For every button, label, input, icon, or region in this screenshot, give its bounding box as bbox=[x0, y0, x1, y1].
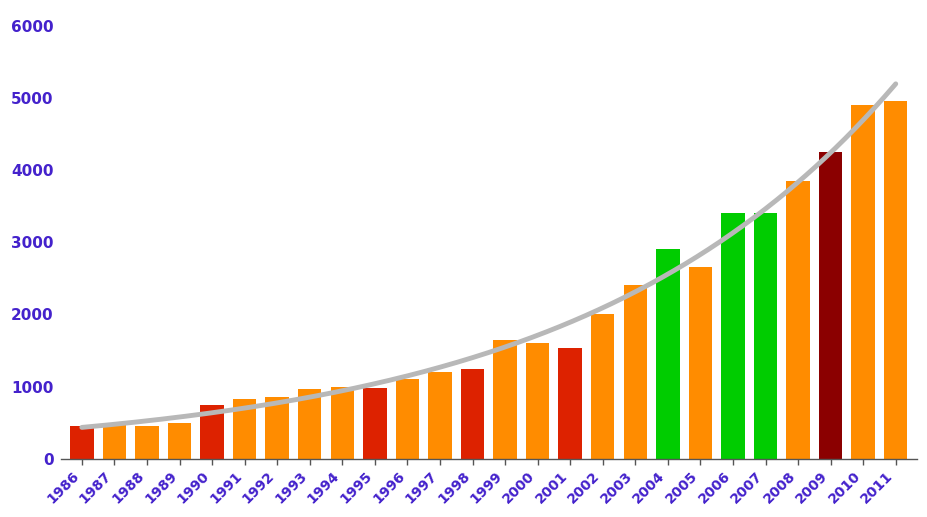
Bar bbox=[688, 267, 711, 459]
Bar bbox=[103, 425, 126, 459]
Bar bbox=[233, 399, 256, 459]
Bar bbox=[265, 397, 288, 459]
Bar bbox=[70, 427, 94, 459]
Bar bbox=[330, 387, 353, 459]
Bar bbox=[298, 389, 321, 459]
Bar bbox=[200, 405, 223, 459]
Bar bbox=[558, 348, 581, 459]
Bar bbox=[818, 152, 842, 459]
Bar bbox=[753, 214, 777, 459]
Bar bbox=[427, 372, 451, 459]
Bar bbox=[135, 427, 159, 459]
Bar bbox=[883, 101, 907, 459]
Bar bbox=[785, 181, 809, 459]
Bar bbox=[362, 388, 387, 459]
Bar bbox=[590, 314, 614, 459]
Bar bbox=[851, 105, 874, 459]
Bar bbox=[720, 214, 743, 459]
Bar bbox=[461, 369, 484, 459]
Bar bbox=[395, 379, 419, 459]
Bar bbox=[493, 340, 516, 459]
Bar bbox=[655, 249, 679, 459]
Bar bbox=[168, 423, 191, 459]
Bar bbox=[623, 285, 646, 459]
Bar bbox=[526, 343, 549, 459]
